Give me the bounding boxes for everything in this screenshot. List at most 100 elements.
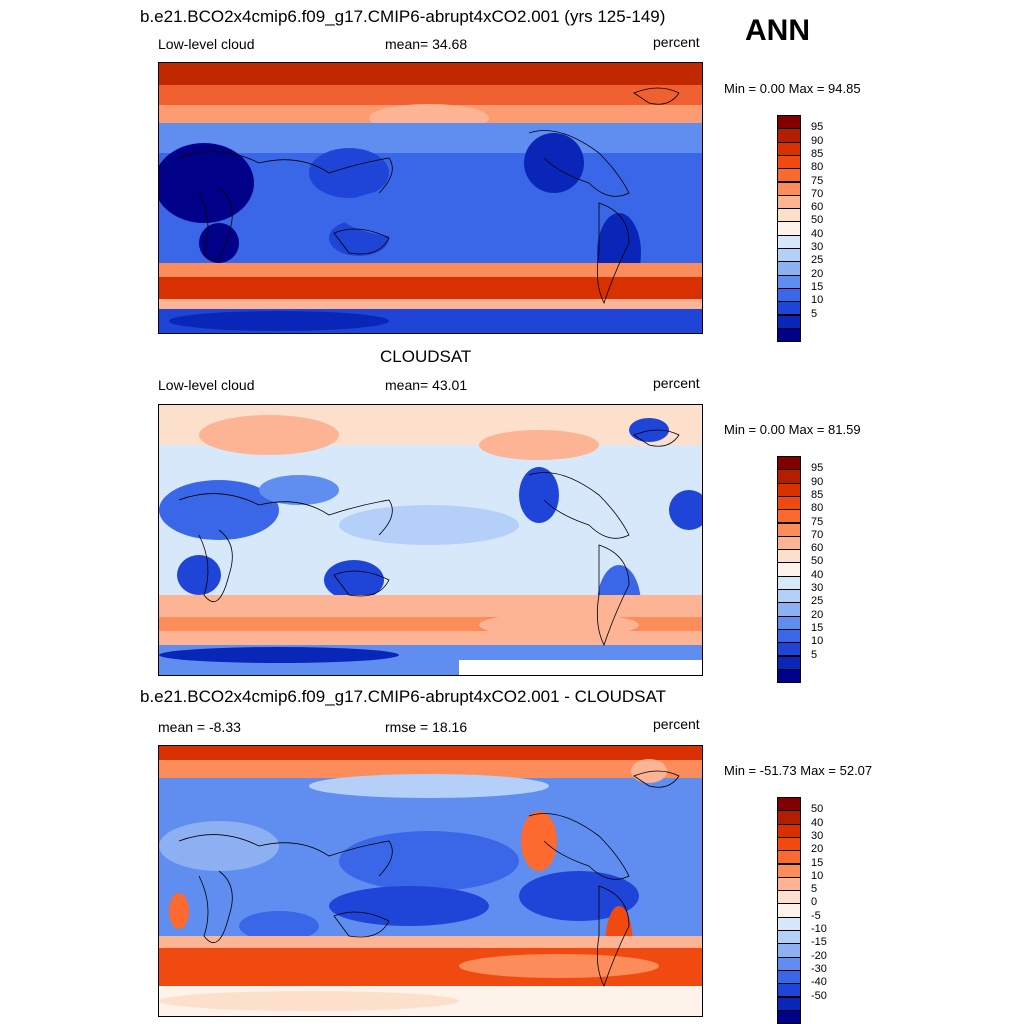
colorbar-swatch — [777, 917, 801, 931]
colorbar-swatch — [777, 997, 801, 1011]
colorbar-label: 20 — [811, 844, 823, 855]
colorbar-label: -40 — [811, 977, 827, 988]
colorbar-swatch — [777, 669, 801, 683]
panel-1-minmax: Min = 0.00 Max = 94.85 — [724, 82, 861, 95]
colorbar-label: 60 — [811, 543, 823, 554]
colorbar-label: 0 — [811, 897, 817, 908]
colorbar-swatch — [777, 576, 801, 590]
colorbar-swatch — [777, 496, 801, 510]
colorbar-label: 50 — [811, 556, 823, 567]
colorbar-label: -10 — [811, 924, 827, 935]
colorbar-label: -15 — [811, 937, 827, 948]
colorbar-swatch — [777, 629, 801, 643]
colorbar-swatch — [777, 877, 801, 891]
colorbar-swatch — [777, 328, 801, 342]
colorbar-label: 10 — [811, 636, 823, 647]
panel-3-minmax: Min = -51.73 Max = 52.07 — [724, 764, 872, 777]
colorbar-swatch — [777, 810, 801, 824]
colorbar-swatch — [777, 182, 801, 196]
colorbar-label: 95 — [811, 122, 823, 133]
colorbar-label: 30 — [811, 831, 823, 842]
colorbar-swatch — [777, 930, 801, 944]
colorbar-swatch — [777, 288, 801, 302]
colorbar-label: 5 — [811, 884, 817, 895]
colorbar-swatch — [777, 970, 801, 984]
colorbar-swatch — [777, 957, 801, 971]
colorbar-swatch — [777, 221, 801, 235]
colorbar-swatch — [777, 656, 801, 670]
colorbar-label: 80 — [811, 503, 823, 514]
colorbar-label: 40 — [811, 818, 823, 829]
colorbar-label: 30 — [811, 583, 823, 594]
colorbar-label: 20 — [811, 269, 823, 280]
colorbar-swatch — [777, 983, 801, 997]
panel-3-colorbar: 50 40 30 20 15 10 5 0 -5 -10 -15 -20 -30 -40 -50 — [777, 797, 801, 1023]
colorbar-swatch — [777, 509, 801, 523]
colorbar-swatch — [777, 456, 801, 470]
colorbar-label: 50 — [811, 804, 823, 815]
colorbar-swatch — [777, 275, 801, 289]
colorbar-swatch — [777, 903, 801, 917]
colorbar-swatch — [777, 589, 801, 603]
colorbar-label: 40 — [811, 229, 823, 240]
colorbar-swatch — [777, 562, 801, 576]
colorbar-label: 25 — [811, 255, 823, 266]
colorbar-swatch — [777, 248, 801, 262]
colorbar-label: 40 — [811, 570, 823, 581]
colorbar-label: 95 — [811, 463, 823, 474]
colorbar-swatch — [777, 890, 801, 904]
panel-2-map — [158, 404, 703, 676]
panel-1-map — [158, 62, 703, 334]
colorbar-label: 10 — [811, 295, 823, 306]
panel-3-rmse: rmse = 18.16 — [385, 720, 467, 734]
panel-2-title: CLOUDSAT — [380, 348, 471, 365]
panel-1-title: b.e21.BCO2x4cmip6.f09_g17.CMIP6-abrupt4x… — [140, 8, 665, 25]
colorbar-swatch — [777, 850, 801, 864]
colorbar-label: 90 — [811, 136, 823, 147]
colorbar-label: 10 — [811, 871, 823, 882]
colorbar-label: 70 — [811, 530, 823, 541]
colorbar-label: 15 — [811, 858, 823, 869]
colorbar-swatch — [777, 301, 801, 315]
colorbar-label: 60 — [811, 202, 823, 213]
colorbar-label: 5 — [811, 309, 817, 320]
panel-1-mean: mean= 34.68 — [385, 37, 467, 51]
colorbar-label: 85 — [811, 149, 823, 160]
panel-3-map — [158, 745, 703, 1017]
colorbar-swatch — [777, 549, 801, 563]
panel-3-mean: mean = -8.33 — [158, 720, 241, 734]
colorbar-swatch — [777, 315, 801, 329]
colorbar-label: 75 — [811, 176, 823, 187]
panel-2-left-label: Low-level cloud — [158, 378, 255, 392]
colorbar-label: 75 — [811, 517, 823, 528]
colorbar-label: -30 — [811, 964, 827, 975]
colorbar-label: 20 — [811, 610, 823, 621]
colorbar-label: 90 — [811, 477, 823, 488]
panel-1-left-label: Low-level cloud — [158, 37, 255, 51]
colorbar-label: 30 — [811, 242, 823, 253]
colorbar-swatch — [777, 824, 801, 838]
colorbar-swatch — [777, 142, 801, 156]
colorbar-swatch — [777, 943, 801, 957]
colorbar-swatch — [777, 1010, 801, 1024]
panel-2-mean: mean= 43.01 — [385, 378, 467, 392]
colorbar-label: 70 — [811, 189, 823, 200]
colorbar-label: 15 — [811, 623, 823, 634]
panel-1-colorbar: 95 90 85 80 75 70 60 50 40 30 25 20 15 10 5 — [777, 115, 801, 341]
colorbar-swatch — [777, 616, 801, 630]
colorbar-label: -50 — [811, 991, 827, 1002]
colorbar-swatch — [777, 115, 801, 129]
season-label: ANN — [745, 16, 810, 46]
colorbar-swatch — [777, 536, 801, 550]
colorbar-label: -5 — [811, 911, 821, 922]
colorbar-swatch — [777, 797, 801, 811]
colorbar-label: 85 — [811, 490, 823, 501]
colorbar-swatch — [777, 155, 801, 169]
colorbar-swatch — [777, 523, 801, 537]
colorbar-label: 15 — [811, 282, 823, 293]
colorbar-swatch — [777, 642, 801, 656]
colorbar-swatch — [777, 483, 801, 497]
panel-2-units: percent — [653, 376, 700, 390]
colorbar-swatch — [777, 195, 801, 209]
colorbar-swatch — [777, 168, 801, 182]
